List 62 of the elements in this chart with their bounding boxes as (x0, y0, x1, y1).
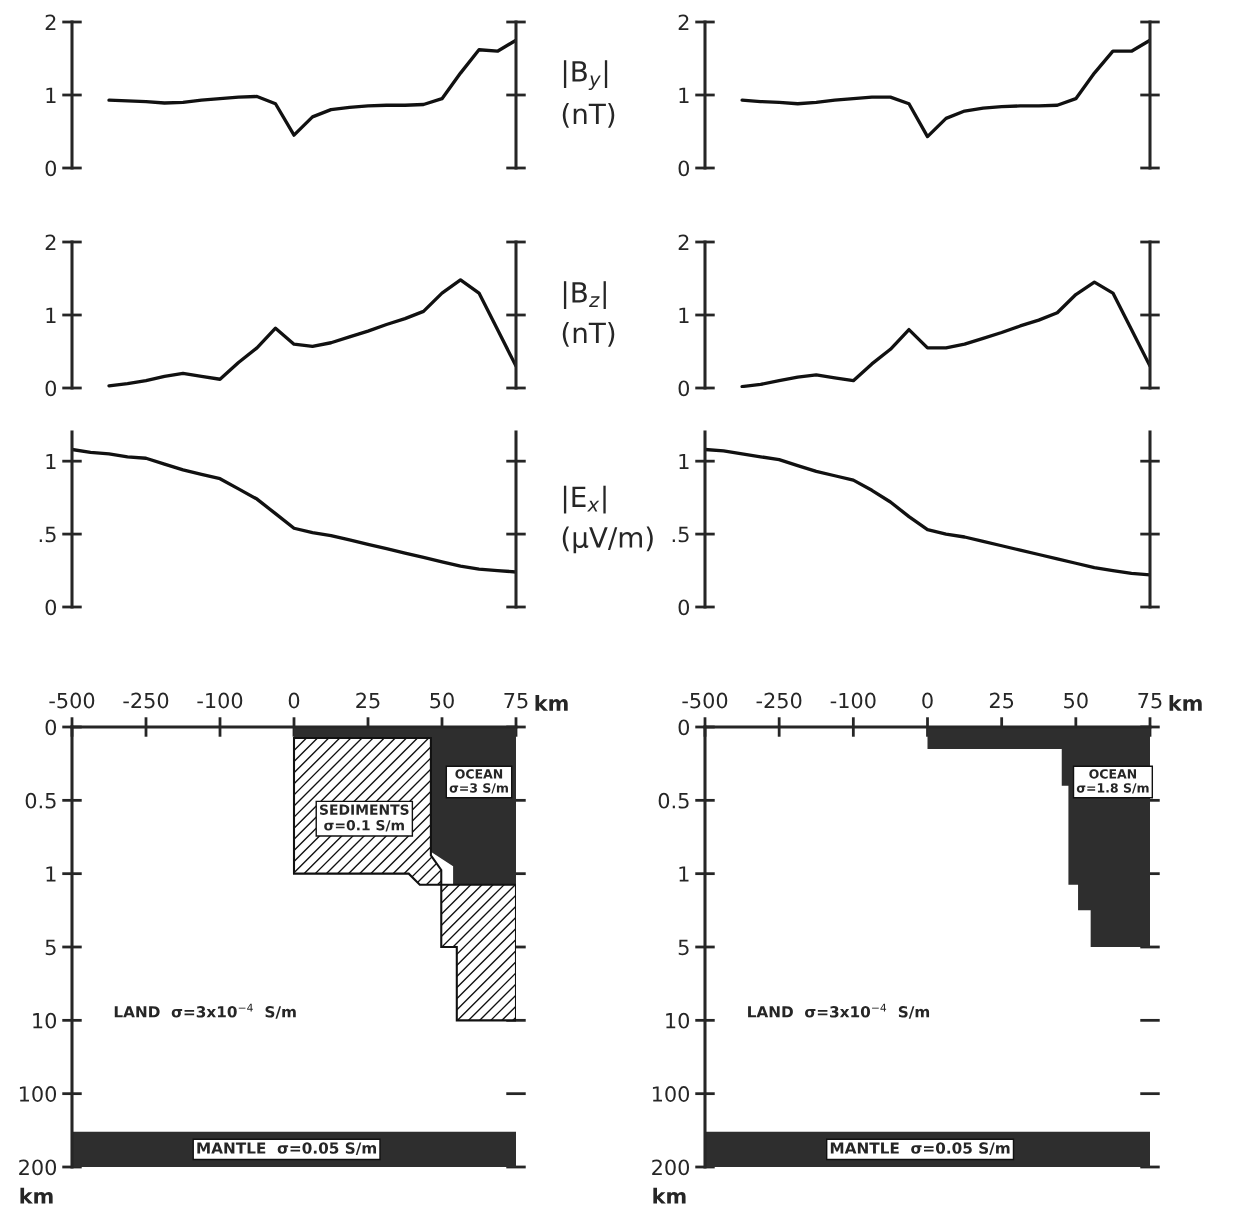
text: km (653, 1187, 686, 1204)
y-tick-label: 1 (46, 453, 56, 470)
category-label: 50 (1064, 692, 1088, 709)
text: MANTLE σ=0.05 S/m (197, 1142, 377, 1156)
category-label: -250 (756, 692, 802, 709)
text: SEDIMENTS σ=0.1 S/m (320, 804, 409, 832)
category-label: 0.5 (658, 792, 689, 809)
category-label: 25 (989, 692, 1014, 709)
y-tick-label: 1 (46, 307, 56, 323)
text: km (535, 694, 568, 711)
text: km (1169, 694, 1202, 711)
line-series (705, 447, 1150, 577)
category-label: 50 (430, 692, 454, 709)
category-label: 0.5 (25, 792, 56, 809)
y-tick-label: 0 (45, 599, 57, 616)
text: km (20, 1187, 53, 1204)
category-label: 75 (504, 692, 528, 709)
category-label: 100 (19, 1086, 57, 1102)
category-label: -500 (49, 692, 95, 709)
y-tick-label: 0 (45, 160, 57, 177)
category-label: 5 (45, 939, 56, 956)
y-tick-label: 2 (678, 14, 689, 30)
category-label: 200 (652, 1159, 690, 1176)
category-label: 75 (1138, 692, 1162, 709)
y2-axis-title: |B$_{z}$| (nT) (562, 281, 615, 347)
category-label: -100 (830, 692, 876, 709)
category-label: 10 (33, 1012, 57, 1029)
y-tick-label: 0 (678, 599, 690, 616)
y-tick-label: 2 (45, 234, 56, 250)
category-label: -500 (682, 692, 728, 709)
y-tick-label: 0 (45, 380, 57, 397)
y-tick-label: 2 (45, 14, 56, 30)
category-label: -100 (197, 692, 243, 709)
y-tick-label: 2 (678, 234, 689, 250)
category-label: 100 (652, 1086, 690, 1102)
category-label: 0 (922, 692, 933, 709)
text: OCEAN σ=3 S/m (449, 769, 508, 794)
y2-axis-title: |E$_{x}$| (μV/m) (562, 485, 653, 554)
y-tick-label: 0 (678, 160, 690, 177)
line-series (740, 280, 1150, 388)
y-tick-label: 1 (679, 453, 689, 470)
y-tick-label: 1 (46, 87, 56, 103)
y-tick-label: 1 (679, 87, 689, 103)
category-label: -250 (123, 692, 169, 709)
y-tick-label: .5 (39, 526, 56, 543)
line-series (107, 38, 516, 137)
text: OCEAN σ=1.8 S/m (1076, 769, 1149, 794)
line-series (72, 447, 516, 574)
text: MANTLE σ=0.05 S/m (830, 1142, 1010, 1156)
line-series (740, 38, 1150, 139)
line-series (107, 278, 516, 388)
category-label: 5 (678, 939, 689, 956)
text: LAND σ=3x10$^{−4}$ S/m (114, 1003, 296, 1019)
category-label: 25 (356, 692, 380, 709)
y-tick-label: 0 (678, 380, 690, 397)
category-label: 10 (666, 1012, 690, 1029)
y2-axis-title: |B$_{y}$| (nT) (562, 60, 615, 128)
text: LAND σ=3x10$^{−4}$ S/m (748, 1003, 930, 1019)
category-label: 200 (19, 1159, 57, 1176)
category-label: 0 (288, 692, 300, 709)
y-tick-label: .5 (672, 526, 689, 543)
y-tick-label: 1 (679, 307, 689, 323)
